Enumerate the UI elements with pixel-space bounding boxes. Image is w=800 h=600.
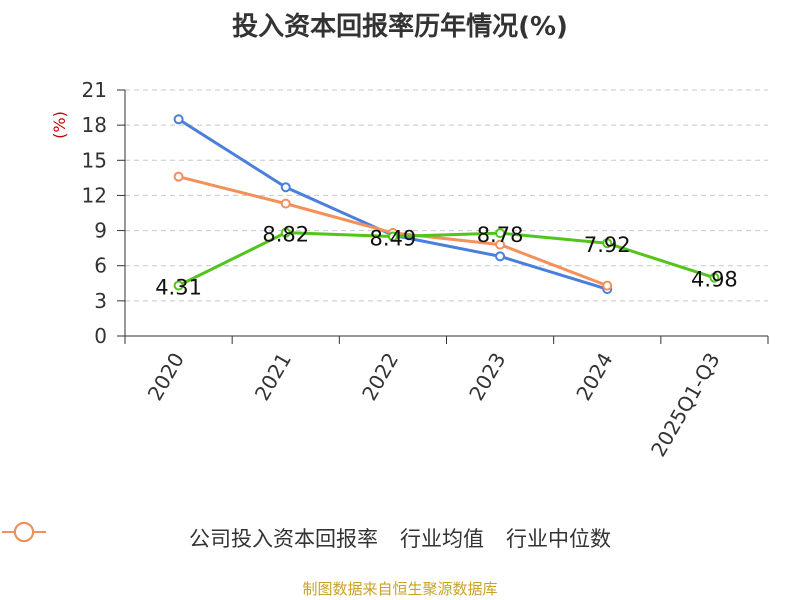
y-tick-label: 9: [94, 219, 107, 243]
legend-item-company[interactable]: 公司投入资本回报率: [2, 522, 378, 553]
legend-item-industry-median[interactable]: 行业中位数: [2, 522, 611, 553]
series-point-0: [173, 280, 184, 291]
series-point-0: [602, 238, 613, 249]
y-tick-label: 6: [94, 254, 107, 278]
chart-title: 投入资本回报率历年情况(%): [232, 12, 568, 42]
legend-label-company: 公司投入资本回报率: [189, 527, 378, 551]
line-chart: 0 3 6 9 12 15 18 21 2020 2021 2022 2023 2024 2025Q1-Q…: [82, 78, 769, 461]
series-point-2: [602, 280, 613, 291]
y-tick-label: 3: [94, 289, 107, 313]
y-tick-label: 21: [82, 78, 107, 102]
series-point-0: [709, 272, 720, 283]
data-label: 8.82: [262, 223, 309, 247]
x-tick-label: 2023: [464, 349, 510, 405]
legend-label-industry-mean: 行业均值: [400, 527, 484, 551]
series-point-1: [280, 182, 291, 193]
legend-item-industry-mean[interactable]: 行业均值: [2, 522, 484, 553]
series-point-2: [173, 171, 184, 182]
y-tick-label: 12: [82, 183, 107, 207]
legend-label-industry-median: 行业中位数: [506, 527, 611, 551]
series-line-0: [177, 231, 715, 287]
y-tick-label: 18: [82, 113, 107, 137]
data-label: 8.78: [477, 223, 524, 247]
x-tick-label: 2020: [143, 349, 189, 405]
legend-swatch-industry-median: [2, 522, 46, 542]
series-point-0: [280, 227, 291, 238]
series-point-1: [495, 251, 506, 262]
data-label: 4.31: [155, 276, 202, 300]
series-point-1: [173, 114, 184, 125]
x-tick-label: 2025Q1-Q3: [646, 349, 725, 461]
legend: 公司投入资本回报率 行业均值 行业中位数: [0, 520, 800, 556]
data-label: 4.98: [691, 268, 738, 292]
data-source: 制图数据来自恒生聚源数据库: [302, 580, 498, 598]
x-tick-label: 2021: [250, 349, 296, 405]
series-point-0: [387, 231, 398, 242]
x-tick-label: 2022: [357, 349, 403, 405]
series-point-0: [495, 228, 506, 239]
series-line-1: [177, 118, 608, 291]
series-point-2: [280, 198, 291, 209]
y-tick-label: 0: [94, 324, 107, 348]
y-tick-label: 15: [82, 148, 107, 172]
data-label: 8.49: [370, 227, 417, 251]
x-tick-label: 2024: [571, 349, 617, 405]
series-point-2: [495, 239, 506, 250]
data-label: 7.92: [584, 233, 631, 257]
